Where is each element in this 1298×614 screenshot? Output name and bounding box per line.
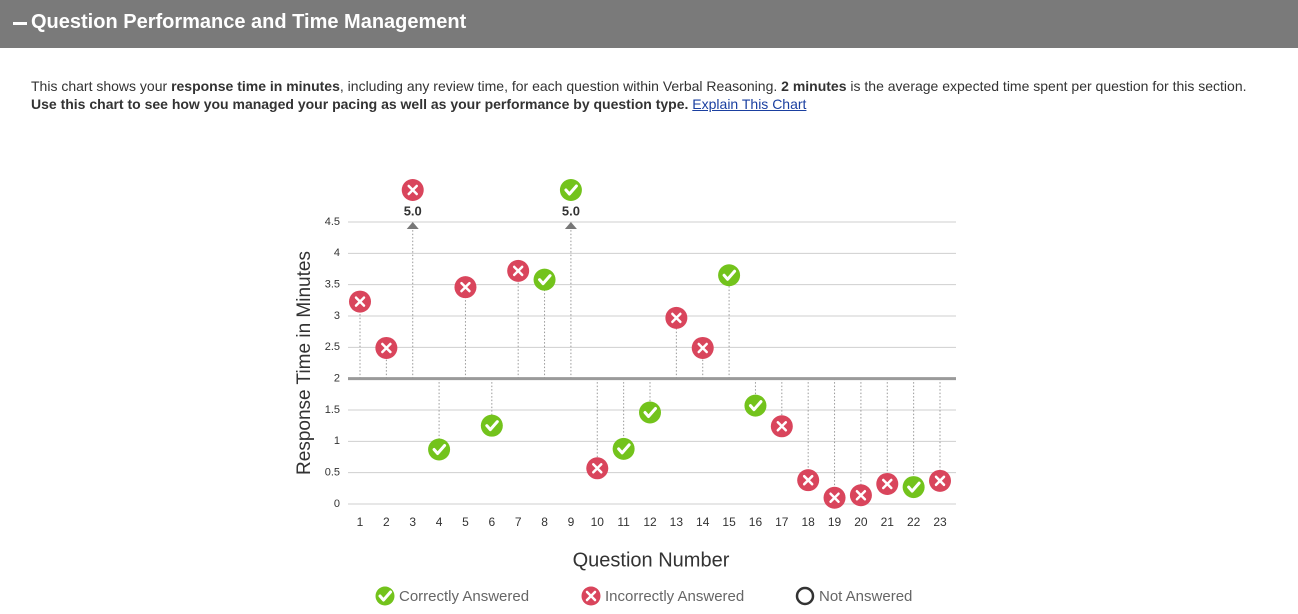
y-axis-label: Response Time in Minutes: [294, 251, 315, 475]
data-point: [559, 179, 582, 201]
data-point: [902, 476, 925, 499]
data-label: 5.0: [562, 203, 580, 218]
x-tick-label: 20: [854, 515, 868, 529]
x-tick-label: 21: [881, 515, 895, 529]
x-icon: [882, 478, 893, 490]
x-tick-label: 12: [643, 515, 657, 529]
explain-link[interactable]: Explain This Chart: [692, 96, 807, 112]
legend-label: Correctly Answered: [399, 588, 529, 605]
intro-part: This chart shows your: [31, 78, 172, 94]
check-icon: [485, 420, 499, 432]
legend-swatch: [375, 586, 395, 606]
y-tick-label: 1.5: [325, 404, 340, 416]
x-icon: [671, 312, 682, 324]
x-tick-label: 19: [828, 515, 842, 529]
intro-part: Use this chart to see how you managed yo…: [31, 96, 689, 112]
x-icon: [407, 184, 418, 196]
intro-part: is the average expected time spent per q…: [846, 78, 1247, 94]
check-icon: [378, 590, 392, 602]
x-tick-label: 16: [749, 515, 763, 529]
x-tick-label: 6: [488, 515, 495, 529]
data-point: [612, 437, 635, 460]
check-icon: [643, 407, 657, 419]
y-tick-label: 1: [334, 435, 340, 447]
section-header[interactable]: Question Performance and Time Management: [0, 0, 1298, 48]
check-icon: [722, 269, 737, 281]
x-tick-label: 3: [409, 515, 416, 529]
x-tick-label: 4: [436, 515, 443, 529]
y-tick-label: 3: [334, 310, 340, 322]
x-icon: [802, 474, 814, 486]
check-icon: [907, 481, 921, 493]
data-point: [428, 438, 451, 461]
legend-label: Not Answered: [819, 588, 912, 605]
check-icon: [564, 184, 578, 196]
x-tick-label: 11: [617, 515, 630, 529]
y-tick-label: 2: [334, 373, 340, 385]
x-icon: [829, 492, 840, 503]
y-tick-label: 0: [334, 498, 340, 510]
data-point: [480, 414, 503, 437]
x-axis-label: Question Number: [573, 549, 730, 571]
x-tick-label: 2: [383, 515, 390, 529]
collapse-icon[interactable]: [13, 22, 27, 25]
x-icon: [592, 463, 603, 474]
intro-part: , including any review time, for each qu…: [339, 78, 782, 94]
x-icon: [697, 342, 708, 354]
x-icon: [381, 342, 392, 354]
x-tick-label: 22: [907, 515, 921, 529]
x-tick-label: 23: [933, 515, 947, 529]
y-tick-label: 4.5: [325, 216, 340, 228]
legend-swatch: [795, 586, 815, 606]
x-icon: [512, 265, 524, 277]
check-icon: [538, 274, 552, 286]
data-point: [744, 394, 767, 417]
y-tick-label: 3.5: [325, 279, 340, 291]
x-tick-label: 9: [568, 515, 575, 529]
intro-part: 2 minutes: [781, 78, 847, 94]
data-point: [533, 268, 556, 291]
check-icon: [617, 443, 631, 455]
y-tick-label: 2.5: [325, 341, 340, 353]
overflow-arrow: [406, 222, 419, 229]
data-point: [639, 401, 661, 424]
x-tick-label: 10: [591, 515, 605, 529]
x-tick-label: 14: [696, 515, 710, 529]
check-icon: [432, 443, 447, 455]
legend-label: Incorrectly Answered: [605, 588, 744, 605]
x-tick-label: 5: [462, 515, 469, 529]
x-tick-label: 1: [357, 515, 364, 529]
x-tick-label: 18: [802, 515, 816, 529]
y-tick-label: 4: [334, 247, 340, 259]
x-tick-label: 15: [722, 515, 736, 529]
x-icon: [776, 421, 788, 432]
x-icon: [460, 281, 471, 293]
x-icon: [855, 489, 867, 501]
x-icon: [934, 475, 946, 487]
y-tick-label: 0.5: [325, 467, 340, 479]
x-tick-label: 13: [670, 515, 684, 529]
x-tick-label: 8: [541, 515, 548, 529]
intro-part: response time in minutes: [171, 78, 340, 94]
data-point: [718, 264, 741, 287]
x-icon: [585, 590, 597, 602]
intro-text: This chart shows your response time in m…: [31, 77, 1271, 113]
x-tick-label: 7: [515, 515, 522, 529]
section-title: Question Performance and Time Management: [31, 11, 467, 33]
overflow-arrow: [564, 222, 577, 229]
data-label: 5.0: [404, 203, 422, 218]
x-icon: [354, 296, 366, 307]
check-icon: [748, 400, 763, 412]
x-tick-label: 17: [775, 515, 789, 529]
